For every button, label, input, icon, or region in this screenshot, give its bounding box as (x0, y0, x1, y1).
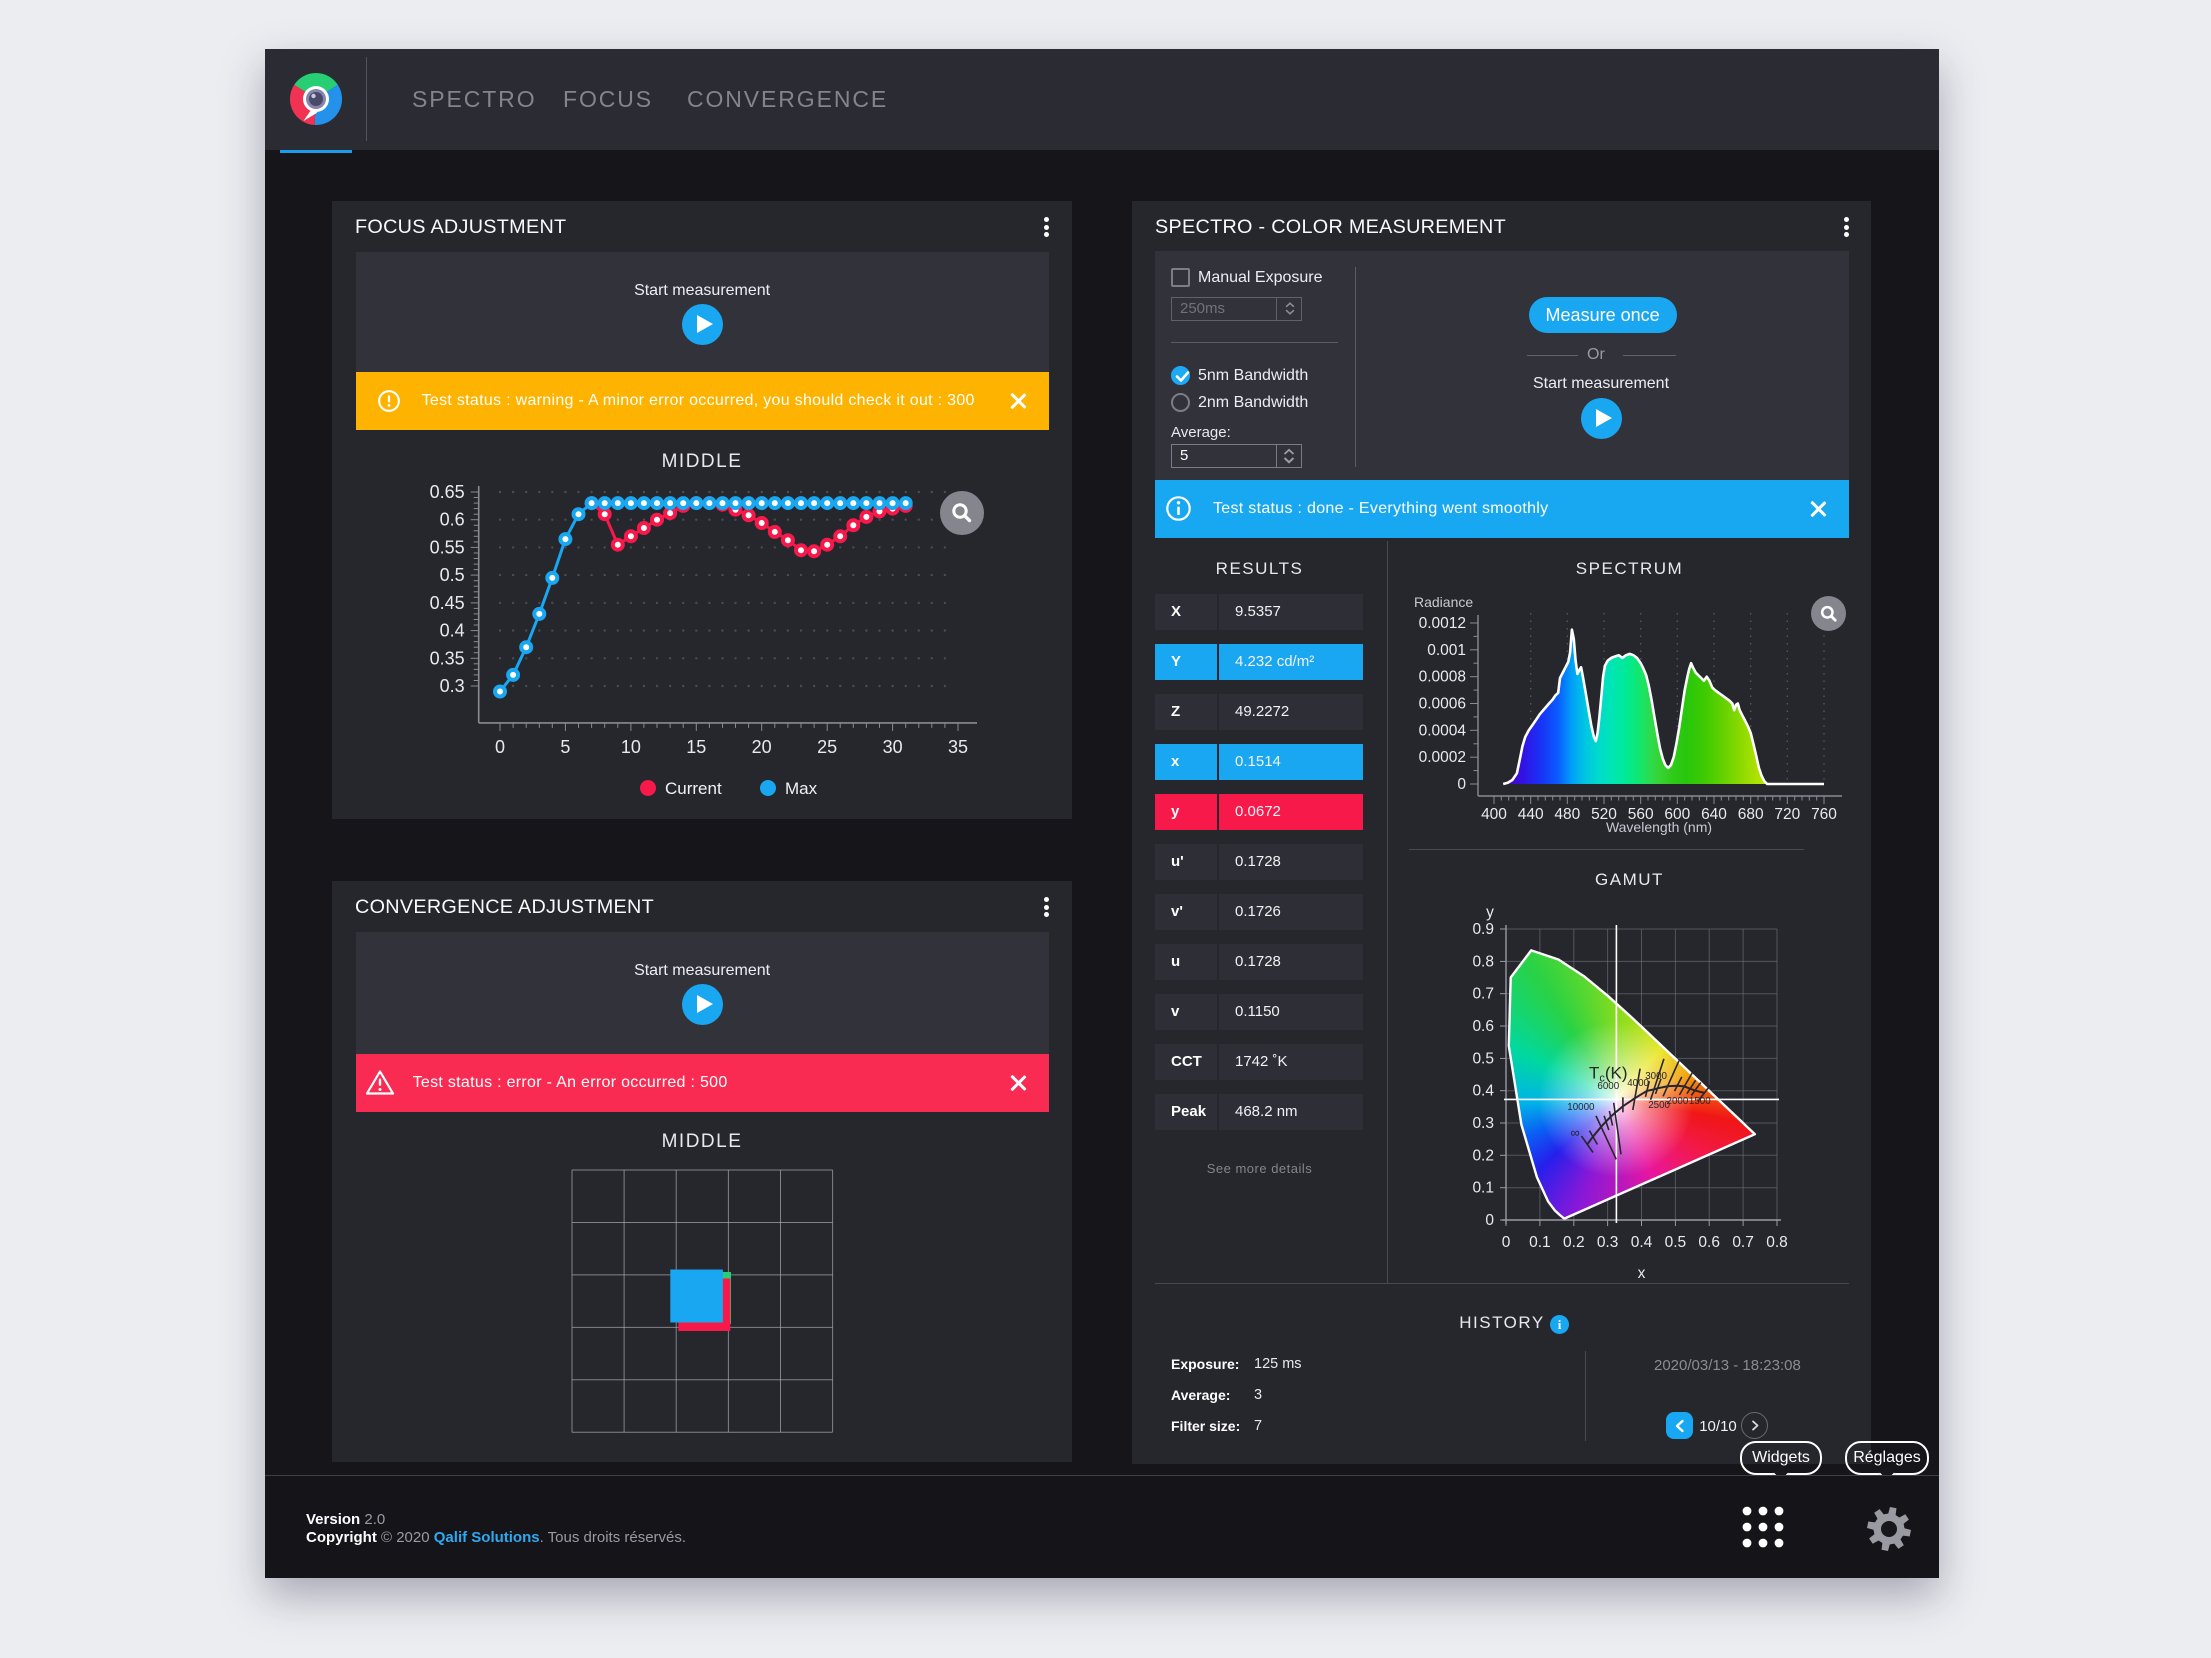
svg-text:5: 5 (560, 737, 570, 757)
svg-text:0.4: 0.4 (1472, 1083, 1494, 1100)
svg-text:Tc(K): Tc(K) (1589, 1063, 1628, 1084)
svg-text:0.4: 0.4 (440, 621, 465, 641)
svg-text:0: 0 (495, 737, 505, 757)
svg-text:0.45: 0.45 (430, 593, 465, 613)
svg-text:0.7: 0.7 (1732, 1234, 1754, 1251)
svg-text:4000: 4000 (1627, 1078, 1649, 1089)
svg-text:0.1: 0.1 (1472, 1180, 1494, 1197)
svg-text:35: 35 (948, 737, 968, 757)
svg-text:0.0012: 0.0012 (1419, 615, 1466, 632)
svg-text:640: 640 (1701, 806, 1727, 823)
svg-text:1500: 1500 (1689, 1096, 1711, 1107)
svg-text:440: 440 (1518, 806, 1544, 823)
svg-text:0.5: 0.5 (440, 565, 465, 585)
svg-text:0.001: 0.001 (1427, 642, 1466, 659)
svg-text:0.3: 0.3 (1597, 1234, 1619, 1251)
svg-text:0.8: 0.8 (1766, 1234, 1788, 1251)
svg-text:0.35: 0.35 (430, 648, 465, 668)
svg-text:0.6: 0.6 (1472, 1018, 1494, 1035)
svg-text:760: 760 (1811, 806, 1837, 823)
svg-text:x: x (1638, 1265, 1646, 1282)
svg-text:0.0002: 0.0002 (1419, 749, 1466, 766)
svg-text:0: 0 (1485, 1212, 1494, 1229)
svg-text:600: 600 (1664, 806, 1690, 823)
svg-text:0.0004: 0.0004 (1419, 722, 1467, 739)
svg-text:0.2: 0.2 (1563, 1234, 1585, 1251)
svg-text:6000: 6000 (1597, 1081, 1619, 1092)
svg-text:720: 720 (1774, 806, 1800, 823)
svg-text:0.3: 0.3 (440, 676, 465, 696)
svg-text:2000: 2000 (1667, 1096, 1689, 1107)
svg-text:480: 480 (1554, 806, 1580, 823)
svg-text:0.1: 0.1 (1529, 1234, 1551, 1251)
svg-text:Wavelength (nm): Wavelength (nm) (1606, 819, 1712, 835)
svg-text:680: 680 (1738, 806, 1764, 823)
svg-text:560: 560 (1628, 806, 1654, 823)
svg-text:0: 0 (1502, 1234, 1511, 1251)
svg-text:20: 20 (752, 737, 772, 757)
svg-text:0.65: 0.65 (430, 482, 465, 502)
svg-text:0.6: 0.6 (440, 510, 465, 530)
svg-text:0.2: 0.2 (1472, 1147, 1494, 1164)
svg-text:10: 10 (621, 737, 641, 757)
svg-text:25: 25 (817, 737, 837, 757)
svg-text:400: 400 (1481, 806, 1507, 823)
svg-text:0.6: 0.6 (1698, 1234, 1720, 1251)
svg-text:0.7: 0.7 (1472, 986, 1494, 1003)
svg-text:∞: ∞ (1570, 1125, 1579, 1140)
svg-text:0.4: 0.4 (1631, 1234, 1653, 1251)
svg-text:0.0006: 0.0006 (1419, 696, 1466, 713)
svg-text:0.5: 0.5 (1665, 1234, 1687, 1251)
svg-text:15: 15 (686, 737, 706, 757)
svg-text:0: 0 (1457, 776, 1466, 793)
svg-text:0.5: 0.5 (1472, 1050, 1494, 1067)
svg-text:3000: 3000 (1645, 1071, 1667, 1082)
svg-text:y: y (1486, 904, 1494, 921)
svg-text:10000: 10000 (1567, 1102, 1595, 1113)
svg-text:0.9: 0.9 (1472, 921, 1494, 938)
svg-text:0.8: 0.8 (1472, 953, 1494, 970)
svg-text:0.0008: 0.0008 (1419, 669, 1466, 686)
svg-text:30: 30 (883, 737, 903, 757)
svg-text:0.55: 0.55 (430, 537, 465, 557)
svg-text:520: 520 (1591, 806, 1617, 823)
svg-text:2500: 2500 (1648, 1100, 1670, 1111)
svg-text:0.3: 0.3 (1472, 1115, 1494, 1132)
